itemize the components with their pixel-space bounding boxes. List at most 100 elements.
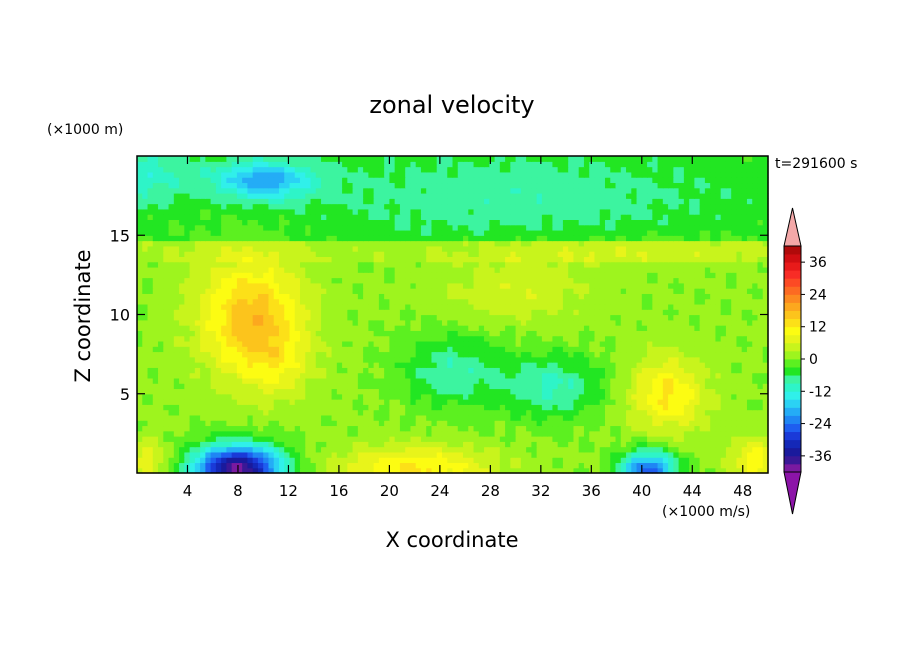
heatmap-cell xyxy=(594,293,601,300)
heatmap-cell xyxy=(615,340,622,347)
heatmap-cell xyxy=(363,309,369,316)
heatmap-cell xyxy=(494,277,501,284)
heatmap-cell xyxy=(363,340,369,347)
heatmap-cell xyxy=(305,393,312,400)
heatmap-cell xyxy=(189,282,196,289)
heatmap-cell xyxy=(384,256,390,263)
heatmap-cell xyxy=(710,367,717,374)
heatmap-cell xyxy=(431,399,438,405)
heatmap-cell xyxy=(305,383,312,390)
heatmap-cell xyxy=(547,309,554,316)
heatmap-cell xyxy=(263,298,270,305)
heatmap-cell xyxy=(720,272,727,279)
heatmap-cell xyxy=(662,409,669,416)
heatmap-cell xyxy=(331,314,338,321)
heatmap-cell xyxy=(478,367,485,374)
heatmap-cell xyxy=(457,409,464,416)
heatmap-cell xyxy=(589,303,596,310)
heatmap-cell xyxy=(336,319,343,326)
heatmap-cell xyxy=(420,314,427,321)
heatmap-cell xyxy=(200,293,206,300)
heatmap-cell xyxy=(184,256,191,263)
heatmap-cell xyxy=(520,256,527,263)
heatmap-cell xyxy=(615,467,622,474)
heatmap-cell xyxy=(678,451,685,458)
heatmap-cell xyxy=(568,457,575,464)
heatmap-cell xyxy=(410,298,417,305)
heatmap-cell xyxy=(610,446,617,453)
heatmap-cell xyxy=(426,256,433,263)
heatmap-cell xyxy=(615,266,622,273)
heatmap-cell xyxy=(699,293,706,300)
heatmap-cell xyxy=(194,383,201,390)
heatmap-cell xyxy=(189,288,196,294)
heatmap-cell xyxy=(300,298,306,305)
heatmap-cell xyxy=(694,272,701,279)
heatmap-cell xyxy=(315,393,322,400)
heatmap-cell xyxy=(678,367,685,374)
heatmap-cell xyxy=(604,362,611,368)
heatmap-cell xyxy=(473,256,480,263)
heatmap-cell xyxy=(762,377,769,384)
heatmap-cell xyxy=(342,325,348,331)
heatmap-cell xyxy=(147,383,154,390)
heatmap-cell xyxy=(263,409,270,416)
heatmap-cell xyxy=(599,383,606,390)
heatmap-cell xyxy=(158,393,164,400)
heatmap-cell xyxy=(273,356,280,363)
heatmap-cell xyxy=(452,446,459,453)
heatmap-cell xyxy=(678,399,685,405)
heatmap-cell xyxy=(520,351,527,358)
heatmap-cell xyxy=(484,430,490,437)
heatmap-cell xyxy=(152,467,159,474)
heatmap-cell xyxy=(547,303,554,310)
heatmap-cell xyxy=(683,367,690,374)
heatmap-cell xyxy=(436,409,443,416)
heatmap-cell xyxy=(315,330,322,337)
heatmap-cell xyxy=(257,272,264,279)
heatmap-cell xyxy=(284,340,291,347)
heatmap-cell xyxy=(147,377,154,384)
heatmap-cell xyxy=(689,441,695,448)
heatmap-cell xyxy=(399,282,406,289)
heatmap-cell xyxy=(252,367,259,374)
heatmap-cell xyxy=(263,330,270,337)
heatmap-cell xyxy=(394,325,401,331)
heatmap-cell xyxy=(205,404,212,411)
heatmap-cell xyxy=(752,314,759,321)
heatmap-cell xyxy=(468,414,475,421)
heatmap-cell xyxy=(604,393,611,400)
heatmap-cell xyxy=(184,319,191,326)
heatmap-cell xyxy=(704,404,711,411)
heatmap-cell xyxy=(436,451,443,458)
heatmap-cell xyxy=(347,362,354,368)
heatmap-cell xyxy=(594,446,601,453)
heatmap-cell xyxy=(342,346,348,353)
heatmap-cell xyxy=(731,430,738,437)
heatmap-cell xyxy=(257,372,264,379)
heatmap-cell xyxy=(673,409,680,416)
heatmap-cell xyxy=(231,282,238,289)
heatmap-cell xyxy=(615,314,622,321)
heatmap-cell xyxy=(662,436,669,442)
heatmap-cell xyxy=(604,346,611,353)
heatmap-cell xyxy=(152,420,159,427)
heatmap-cell xyxy=(662,414,669,421)
heatmap-cell xyxy=(494,409,501,416)
heatmap-cell xyxy=(547,451,554,458)
heatmap-cell xyxy=(662,451,669,458)
heatmap-cell xyxy=(757,309,764,316)
heatmap-cell xyxy=(715,367,722,374)
heatmap-cell xyxy=(410,266,417,273)
heatmap-cell xyxy=(494,272,501,279)
heatmap-cell xyxy=(289,399,296,405)
heatmap-cell xyxy=(158,272,164,279)
heatmap-cell xyxy=(315,325,322,331)
heatmap-cell xyxy=(284,309,291,316)
heatmap-cell xyxy=(636,256,643,263)
heatmap-cell xyxy=(410,309,417,316)
heatmap-cell xyxy=(394,351,401,358)
heatmap-cell xyxy=(615,293,622,300)
heatmap-cell xyxy=(746,446,753,453)
heatmap-cell xyxy=(431,330,438,337)
